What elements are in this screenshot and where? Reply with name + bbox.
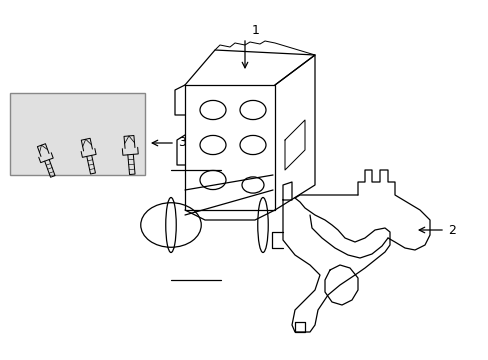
Text: 2: 2 [447,224,455,237]
Text: 3: 3 [178,136,185,149]
Bar [10,93,145,175]
Text: 1: 1 [251,23,259,36]
